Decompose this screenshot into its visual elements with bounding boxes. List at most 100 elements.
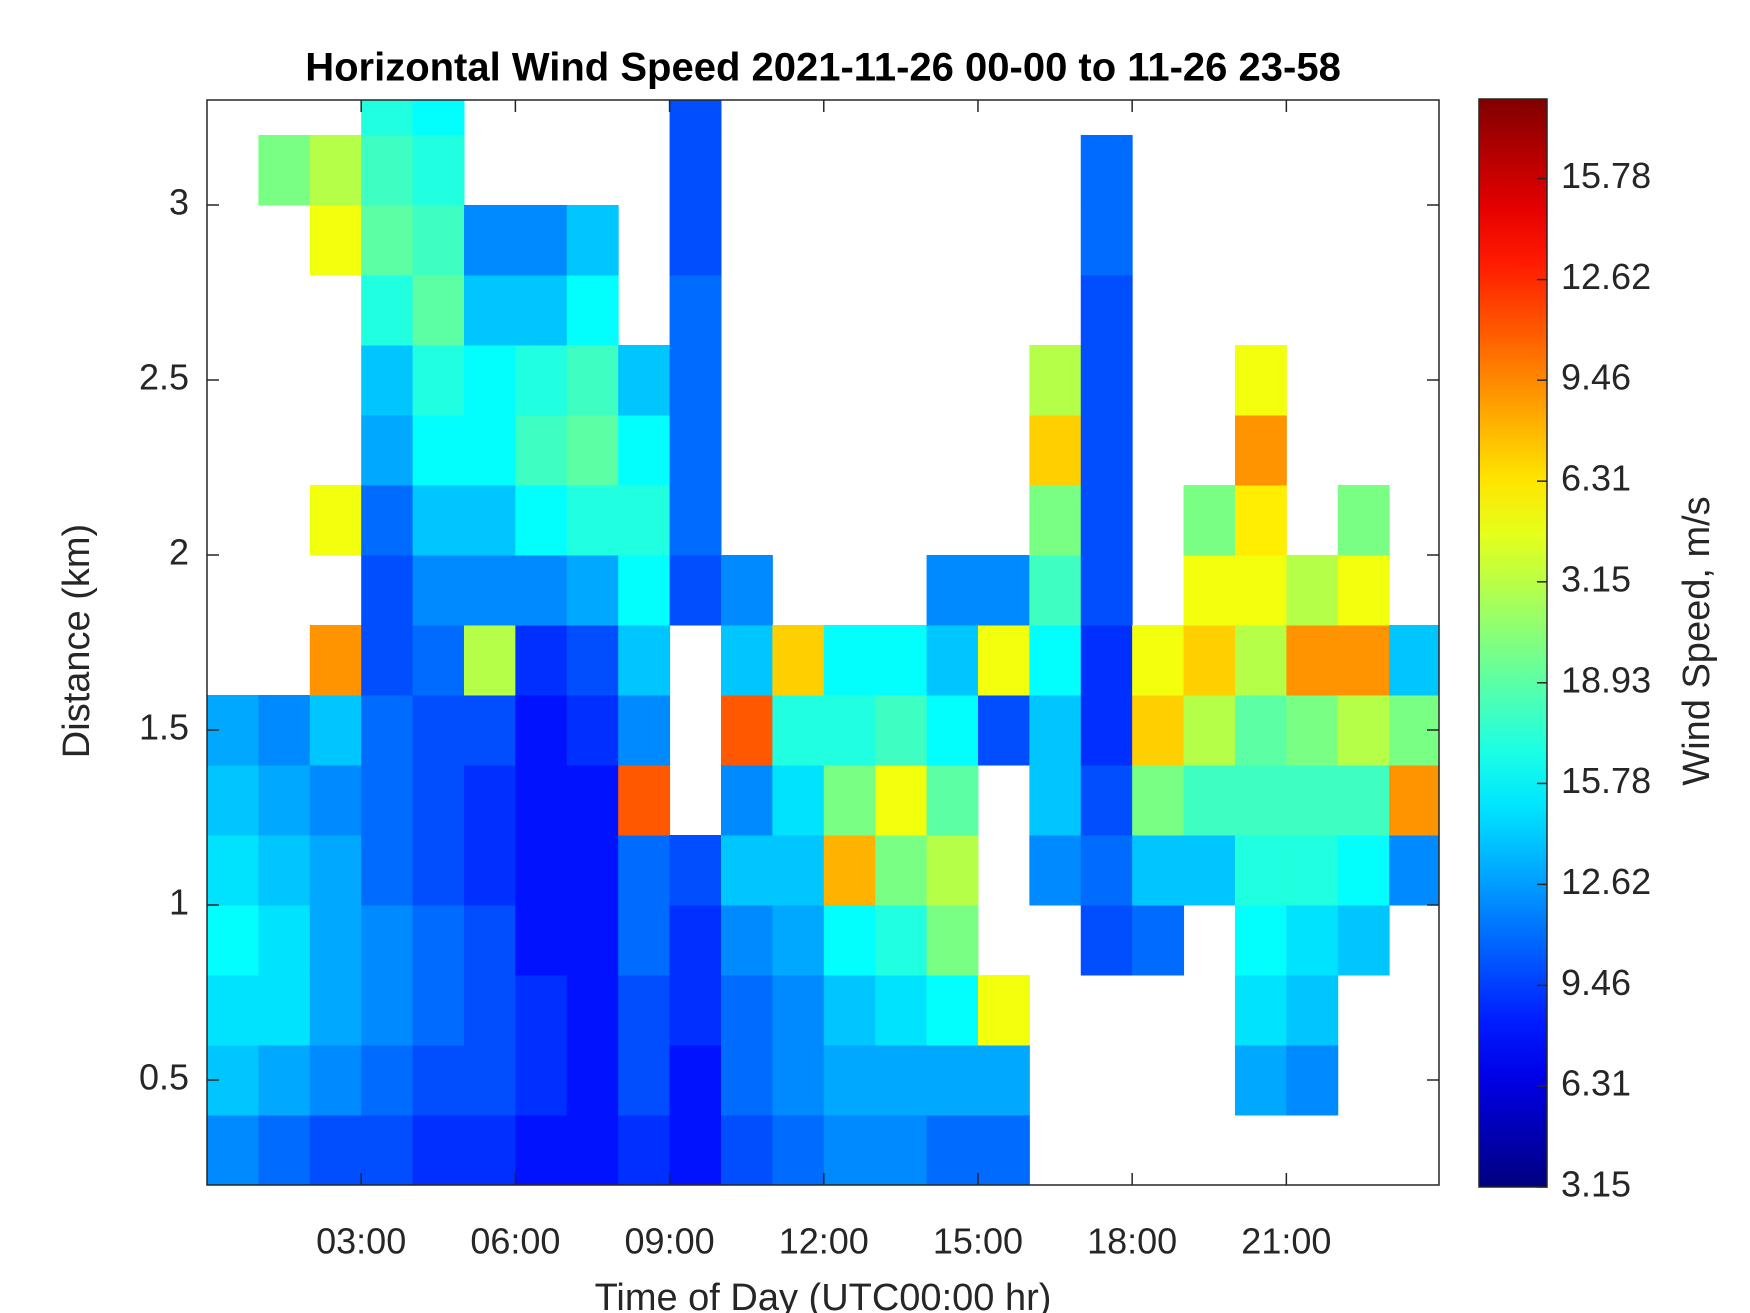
heat-cell bbox=[412, 1045, 465, 1116]
heat-cell bbox=[1080, 205, 1133, 276]
heat-cell bbox=[309, 835, 362, 906]
heat-cell bbox=[361, 1115, 414, 1185]
heat-cell bbox=[258, 135, 311, 206]
heat-cell bbox=[361, 905, 414, 976]
heat-cell bbox=[1234, 765, 1287, 836]
heat-cell bbox=[1080, 345, 1133, 416]
heat-cell bbox=[1234, 695, 1287, 766]
heat-cell bbox=[361, 1045, 414, 1116]
heat-cell bbox=[926, 905, 979, 976]
heat-cell bbox=[1389, 765, 1439, 836]
heat-cell bbox=[1080, 905, 1133, 976]
y-tick-label: 2.5 bbox=[139, 357, 189, 398]
heat-cell bbox=[1183, 555, 1236, 626]
heat-cell bbox=[463, 625, 516, 696]
heat-cell bbox=[463, 975, 516, 1046]
heat-cell bbox=[1183, 765, 1236, 836]
heat-cell bbox=[669, 1115, 722, 1185]
y-tick-label: 1.5 bbox=[139, 707, 189, 748]
heat-cell bbox=[412, 205, 465, 276]
x-tick-label: 12:00 bbox=[779, 1221, 869, 1262]
heat-cell bbox=[926, 695, 979, 766]
heat-cell bbox=[926, 625, 979, 696]
colorbar-tick-label: 15.78 bbox=[1561, 155, 1651, 196]
heat-cell bbox=[309, 135, 362, 206]
heat-cell bbox=[463, 205, 516, 276]
heat-cell bbox=[720, 975, 773, 1046]
heat-cell bbox=[207, 975, 259, 1046]
heat-cell bbox=[566, 835, 619, 906]
heat-cell bbox=[1286, 765, 1339, 836]
heat-cell bbox=[977, 695, 1030, 766]
heat-cell bbox=[720, 765, 773, 836]
heat-cell bbox=[566, 205, 619, 276]
heat-cell bbox=[361, 695, 414, 766]
heat-cell bbox=[1183, 625, 1236, 696]
heat-cell bbox=[463, 485, 516, 556]
heat-cell bbox=[1234, 1045, 1287, 1116]
heat-cell bbox=[309, 975, 362, 1046]
heat-cell bbox=[258, 765, 311, 836]
heat-cell bbox=[875, 1115, 928, 1185]
heat-cell bbox=[566, 975, 619, 1046]
heat-cell bbox=[1132, 835, 1185, 906]
heat-cell bbox=[720, 555, 773, 626]
heat-cell bbox=[1286, 695, 1339, 766]
heat-cell bbox=[823, 1045, 876, 1116]
y-tick-label: 2 bbox=[169, 532, 189, 573]
heat-cell bbox=[618, 625, 671, 696]
heat-cell bbox=[412, 695, 465, 766]
heat-cell bbox=[463, 905, 516, 976]
heat-cell bbox=[566, 275, 619, 346]
heat-cell bbox=[772, 905, 825, 976]
heat-cell bbox=[1234, 835, 1287, 906]
heat-cell bbox=[515, 1115, 568, 1185]
heat-cell bbox=[772, 835, 825, 906]
heat-cell bbox=[258, 975, 311, 1046]
heat-cell bbox=[515, 1045, 568, 1116]
heat-cell bbox=[463, 1115, 516, 1185]
x-tick-label: 18:00 bbox=[1087, 1221, 1177, 1262]
heat-cell bbox=[1029, 555, 1082, 626]
heat-cell bbox=[258, 1045, 311, 1116]
heat-cell bbox=[1029, 345, 1082, 416]
heat-cell bbox=[207, 835, 259, 906]
heat-cell bbox=[1286, 905, 1339, 976]
heat-cell bbox=[823, 975, 876, 1046]
heat-cell bbox=[309, 905, 362, 976]
heat-cell bbox=[1080, 275, 1133, 346]
heat-cell bbox=[1337, 625, 1390, 696]
x-tick-label: 06:00 bbox=[470, 1221, 560, 1262]
heat-cell bbox=[720, 625, 773, 696]
heat-cell bbox=[618, 1115, 671, 1185]
heat-cell bbox=[412, 625, 465, 696]
heat-cell bbox=[926, 975, 979, 1046]
heat-cell bbox=[515, 205, 568, 276]
heat-cell bbox=[412, 485, 465, 556]
heat-cell bbox=[1337, 835, 1390, 906]
heat-cell bbox=[875, 835, 928, 906]
heatmap bbox=[207, 100, 1439, 1185]
heat-cell bbox=[875, 765, 928, 836]
colorbar-tick-label: 15.78 bbox=[1561, 760, 1651, 801]
heat-cell bbox=[1286, 625, 1339, 696]
heat-cell bbox=[361, 555, 414, 626]
heat-cell bbox=[875, 1045, 928, 1116]
heat-cell bbox=[1080, 135, 1133, 206]
heat-cell bbox=[515, 905, 568, 976]
heat-cell bbox=[1286, 975, 1339, 1046]
heat-cell bbox=[618, 345, 671, 416]
heat-cell bbox=[1029, 625, 1082, 696]
heat-cell bbox=[1389, 835, 1439, 906]
heat-cell bbox=[412, 1115, 465, 1185]
heat-cell bbox=[412, 765, 465, 836]
heat-cell bbox=[977, 975, 1030, 1046]
heat-cell bbox=[1080, 555, 1133, 626]
heat-cell bbox=[618, 555, 671, 626]
heat-cell bbox=[1029, 835, 1082, 906]
heat-cell bbox=[361, 345, 414, 416]
heat-cell bbox=[361, 765, 414, 836]
heat-cell bbox=[361, 625, 414, 696]
heat-cell bbox=[669, 205, 722, 276]
heat-cell bbox=[412, 555, 465, 626]
